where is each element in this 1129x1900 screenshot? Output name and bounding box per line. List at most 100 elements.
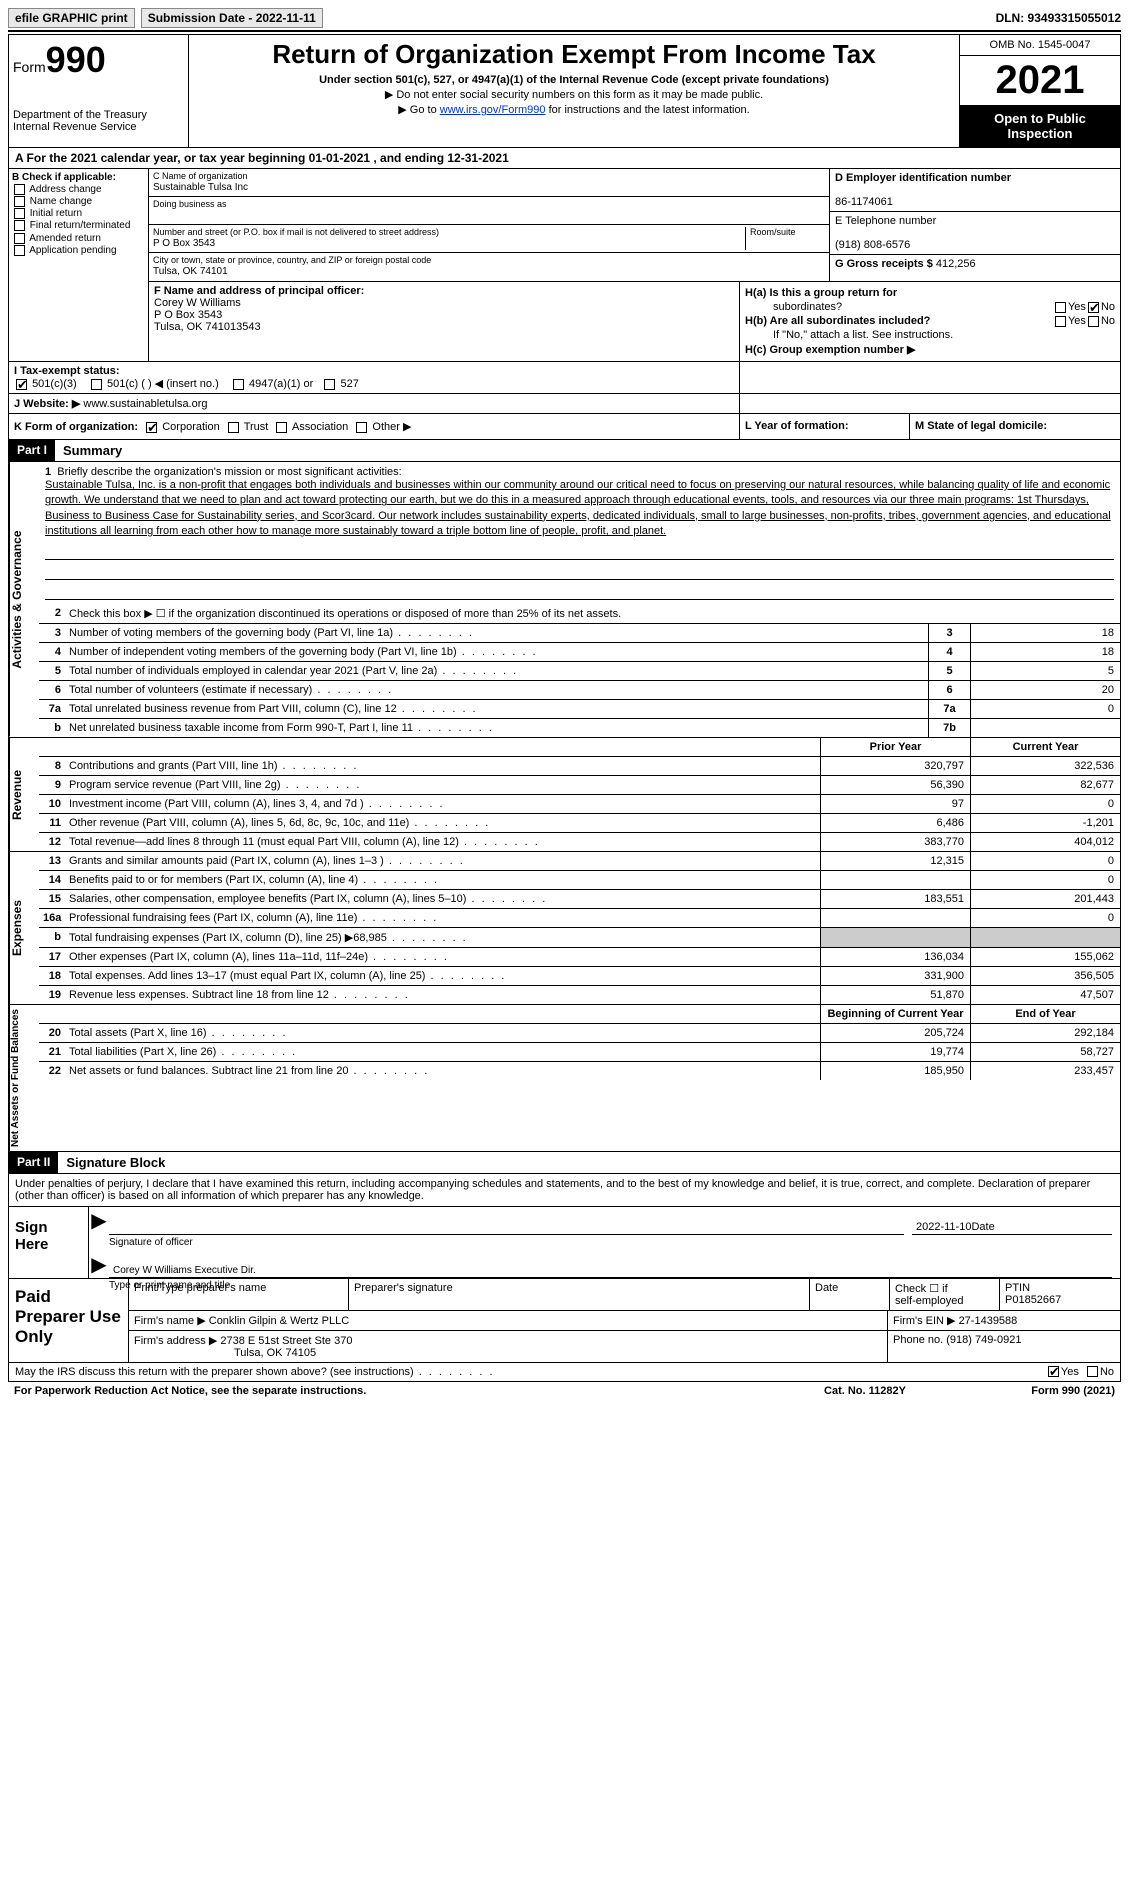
cb-trust[interactable] [228, 422, 239, 433]
line-17: Other expenses (Part IX, column (A), lin… [65, 948, 820, 966]
prep-sig-hdr: Preparer's signature [349, 1279, 810, 1310]
vtab-revenue: Revenue [9, 738, 39, 851]
signature-date: 2022-11-10Date [912, 1207, 1112, 1235]
cb-501c3[interactable] [16, 379, 27, 390]
line-b-current [970, 928, 1120, 947]
col-f: F Name and address of principal officer:… [149, 282, 740, 361]
line-18: Total expenses. Add lines 13–17 (must eq… [65, 967, 820, 985]
prep-date-hdr: Date [810, 1279, 890, 1310]
vtab-expenses: Expenses [9, 852, 39, 1004]
line-11-current: -1,201 [970, 814, 1120, 832]
hdr-current-year: Current Year [970, 738, 1120, 756]
discuss-no[interactable] [1087, 1366, 1098, 1377]
hdr-beginning-year: Beginning of Current Year [820, 1005, 970, 1023]
line-b-prior [820, 928, 970, 947]
hb-no[interactable] [1088, 316, 1099, 327]
row-hc-dup [740, 362, 1120, 393]
line-7a-value: 0 [970, 700, 1120, 718]
cb-4947[interactable] [233, 379, 244, 390]
line-19-prior: 51,870 [820, 986, 970, 1004]
firm-phone: Phone no. (918) 749-0921 [888, 1331, 1120, 1362]
line-15-prior: 183,551 [820, 890, 970, 908]
sig-arrow-icon: ▶ [89, 1207, 109, 1235]
cb-527[interactable] [324, 379, 335, 390]
ha-yes[interactable] [1055, 302, 1066, 313]
ein: 86-1174061 [835, 196, 893, 208]
paperwork-notice: For Paperwork Reduction Act Notice, see … [14, 1385, 765, 1397]
submission-button[interactable]: Submission Date - 2022-11-11 [141, 8, 323, 28]
officer-addr1: P O Box 3543 [154, 309, 222, 321]
cb-other[interactable] [356, 422, 367, 433]
line-13-prior: 12,315 [820, 852, 970, 870]
form-title: Return of Organization Exempt From Incom… [193, 39, 955, 70]
cb-address-change[interactable] [14, 184, 25, 195]
paid-preparer-label: Paid Preparer Use Only [9, 1279, 129, 1362]
sig-arrow-icon-2: ▶ [89, 1251, 109, 1278]
tax-year: 2021 [960, 56, 1120, 105]
vtab-net-assets: Net Assets or Fund Balances [9, 1005, 39, 1151]
cb-final-return[interactable] [14, 220, 25, 231]
header-note-1: ▶ Do not enter social security numbers o… [193, 88, 955, 101]
vtab-governance: Activities & Governance [9, 462, 39, 737]
cb-corporation[interactable] [146, 422, 157, 433]
irs-link[interactable]: www.irs.gov/Form990 [440, 104, 546, 116]
discuss-question: May the IRS discuss this return with the… [15, 1366, 1046, 1378]
line-b: Net unrelated business taxable income fr… [65, 719, 928, 737]
row-i: I Tax-exempt status: 501(c)(3) 501(c) ( … [9, 362, 740, 393]
firm-address-row: Firm's address ▶ 2738 E 51st Street Ste … [129, 1331, 888, 1362]
line-21-current: 58,727 [970, 1043, 1120, 1061]
cb-501c[interactable] [91, 379, 102, 390]
cb-name-change[interactable] [14, 196, 25, 207]
line-20: Total assets (Part X, line 16) [65, 1024, 820, 1042]
mission-text: Sustainable Tulsa, Inc. is a non-profit … [45, 479, 1111, 537]
line-21: Total liabilities (Part X, line 26) [65, 1043, 820, 1061]
line-17-current: 155,062 [970, 948, 1120, 966]
line-10-prior: 97 [820, 795, 970, 813]
dln-text: DLN: 93493315055012 [996, 11, 1121, 25]
efile-button[interactable]: efile GRAPHIC print [8, 8, 135, 28]
row-k: K Form of organization: Corporation Trus… [9, 414, 740, 439]
cb-initial-return[interactable] [14, 208, 25, 219]
line-13: Grants and similar amounts paid (Part IX… [65, 852, 820, 870]
line-9-current: 82,677 [970, 776, 1120, 794]
line-14: Benefits paid to or for members (Part IX… [65, 871, 820, 889]
firm-name-row: Firm's name ▶ Conklin Gilpin & Wertz PLL… [129, 1311, 888, 1330]
cb-association[interactable] [276, 422, 287, 433]
line-14-prior [820, 871, 970, 889]
line-15-current: 201,443 [970, 890, 1120, 908]
hb-yes[interactable] [1055, 316, 1066, 327]
discuss-yes[interactable] [1048, 1366, 1059, 1377]
line-8: Contributions and grants (Part VIII, lin… [65, 757, 820, 775]
top-bar: efile GRAPHIC print Submission Date - 20… [8, 8, 1121, 32]
line-18-prior: 331,900 [820, 967, 970, 985]
city-state-zip: Tulsa, OK 74101 [153, 266, 228, 277]
col-b: B Check if applicable: Address change Na… [9, 169, 149, 361]
line-22-prior: 185,950 [820, 1062, 970, 1080]
line-8-prior: 320,797 [820, 757, 970, 775]
line-4-value: 18 [970, 643, 1120, 661]
ha-no[interactable] [1088, 302, 1099, 313]
signature-intro: Under penalties of perjury, I declare th… [8, 1174, 1121, 1207]
officer-signature-field[interactable]: Signature of officer [109, 1207, 904, 1235]
col-h: H(a) Is this a group return for subordin… [740, 282, 1120, 361]
hdr-end-year: End of Year [970, 1005, 1120, 1023]
line-3: Number of voting members of the governin… [65, 624, 928, 642]
line-b-value [970, 719, 1120, 737]
header-right: OMB No. 1545-0047 2021 Open to Public In… [960, 35, 1120, 147]
hdr-prior-year: Prior Year [820, 738, 970, 756]
line-21-prior: 19,774 [820, 1043, 970, 1061]
gross-receipts: 412,256 [936, 258, 976, 270]
line-11-prior: 6,486 [820, 814, 970, 832]
line-12-prior: 383,770 [820, 833, 970, 851]
line-10: Investment income (Part VIII, column (A)… [65, 795, 820, 813]
line-5: Total number of individuals employed in … [65, 662, 928, 680]
cb-application-pending[interactable] [14, 245, 25, 256]
form-subtitle: Under section 501(c), 527, or 4947(a)(1)… [193, 74, 955, 86]
line-16a-current: 0 [970, 909, 1120, 927]
officer-print-name: Corey W Williams Executive Dir.Type or p… [109, 1251, 1112, 1278]
cb-amended-return[interactable] [14, 233, 25, 244]
dept-2: Internal Revenue Service [13, 121, 184, 133]
line-6-value: 20 [970, 681, 1120, 699]
dept-1: Department of the Treasury [13, 109, 184, 121]
header-note-2: ▶ Go to www.irs.gov/Form990 for instruct… [193, 103, 955, 116]
